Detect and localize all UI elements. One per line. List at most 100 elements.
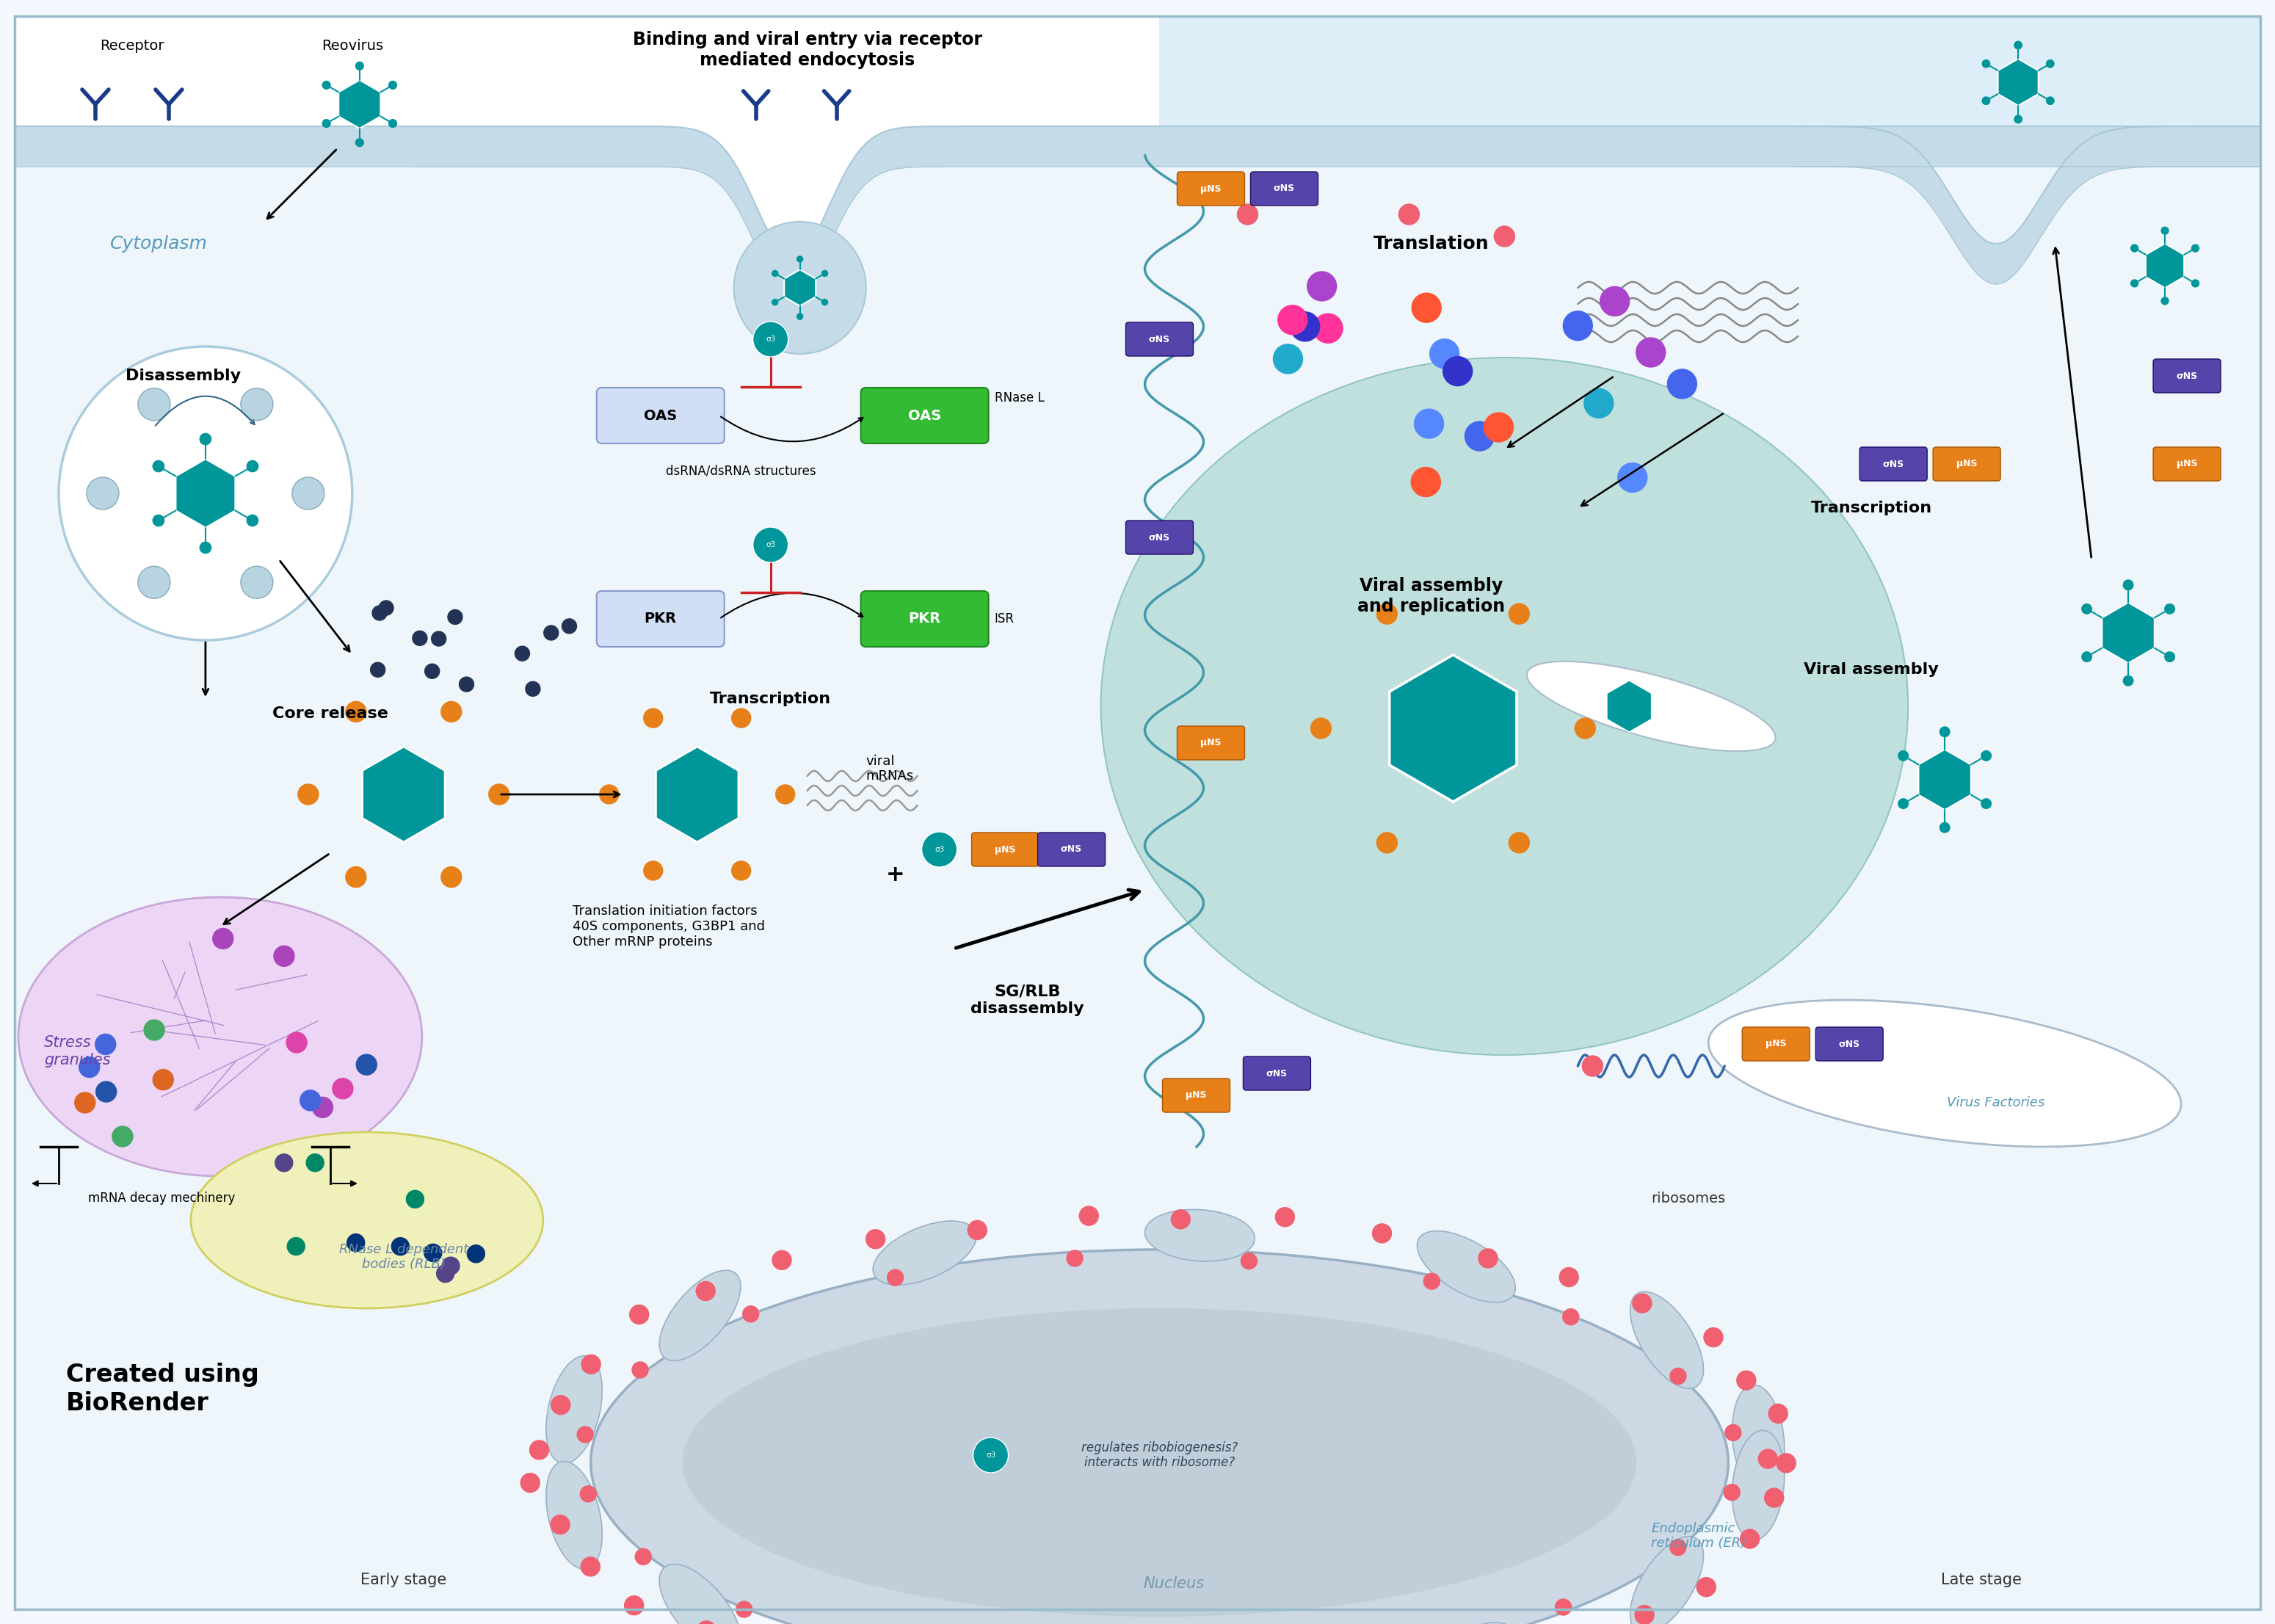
Text: viral
mRNAs: viral mRNAs (867, 755, 915, 783)
Circle shape (332, 1078, 353, 1099)
Circle shape (635, 1549, 651, 1566)
Circle shape (887, 1270, 903, 1286)
Circle shape (630, 1306, 648, 1324)
Polygon shape (14, 167, 2261, 1609)
Circle shape (1897, 750, 1909, 760)
FancyBboxPatch shape (2152, 447, 2220, 481)
Circle shape (300, 1090, 321, 1111)
Circle shape (389, 120, 396, 127)
FancyBboxPatch shape (1251, 172, 1317, 206)
Ellipse shape (18, 896, 421, 1176)
Circle shape (1313, 313, 1342, 343)
Circle shape (867, 1229, 885, 1249)
Ellipse shape (1144, 1210, 1256, 1262)
Text: σNS: σNS (1267, 1069, 1288, 1078)
Circle shape (796, 313, 803, 320)
Text: Translation: Translation (1374, 235, 1488, 253)
Text: μNS: μNS (1201, 184, 1222, 193)
Circle shape (346, 702, 366, 723)
Circle shape (1067, 1250, 1083, 1267)
Ellipse shape (1527, 661, 1775, 752)
Circle shape (776, 784, 794, 804)
Text: σ3: σ3 (767, 336, 776, 343)
Ellipse shape (660, 1270, 742, 1361)
Circle shape (59, 346, 353, 640)
Ellipse shape (1731, 1385, 1784, 1494)
Circle shape (1479, 1249, 1497, 1268)
Circle shape (1410, 468, 1440, 497)
Circle shape (623, 1596, 644, 1614)
Circle shape (152, 1070, 173, 1090)
Circle shape (139, 388, 171, 421)
Text: Stress
granules: Stress granules (43, 1036, 111, 1067)
Text: μNS: μNS (1956, 460, 1977, 469)
Circle shape (771, 271, 778, 276)
Polygon shape (175, 460, 234, 528)
Circle shape (582, 1354, 601, 1374)
Circle shape (821, 271, 828, 276)
Circle shape (1636, 1606, 1654, 1624)
Polygon shape (14, 16, 2261, 1609)
Circle shape (200, 542, 212, 554)
Circle shape (143, 1020, 164, 1041)
Circle shape (241, 388, 273, 421)
Circle shape (1172, 1210, 1190, 1229)
Circle shape (1982, 799, 1991, 809)
Text: +: + (885, 864, 905, 885)
Polygon shape (362, 747, 446, 843)
Circle shape (441, 867, 462, 887)
Text: Disassembly: Disassembly (125, 369, 241, 383)
Circle shape (2123, 580, 2134, 590)
Circle shape (1556, 1600, 1572, 1616)
Circle shape (139, 567, 171, 599)
Circle shape (2048, 97, 2054, 104)
Text: Cytoplasm: Cytoplasm (109, 235, 207, 253)
Polygon shape (14, 127, 2261, 299)
Circle shape (275, 1155, 293, 1171)
Text: μNS: μNS (1185, 1091, 1206, 1099)
Circle shape (2132, 279, 2138, 287)
Circle shape (551, 1395, 571, 1415)
Circle shape (298, 784, 318, 804)
Polygon shape (1160, 16, 2261, 1609)
Circle shape (1897, 799, 1909, 809)
Circle shape (967, 1221, 987, 1239)
FancyBboxPatch shape (1815, 1026, 1884, 1060)
Circle shape (1697, 1577, 1715, 1596)
Circle shape (1982, 97, 1991, 104)
FancyBboxPatch shape (1934, 447, 2000, 481)
Circle shape (96, 1034, 116, 1054)
Circle shape (737, 1601, 753, 1618)
Circle shape (2048, 60, 2054, 68)
Circle shape (407, 1190, 423, 1208)
Circle shape (1759, 1449, 1777, 1468)
Circle shape (753, 322, 787, 357)
Circle shape (152, 461, 164, 473)
Text: Transcription: Transcription (710, 692, 830, 706)
Text: RNase L dependent
bodies (RLB): RNase L dependent bodies (RLB) (339, 1242, 469, 1272)
Circle shape (1636, 338, 1665, 367)
Circle shape (348, 1234, 364, 1252)
Polygon shape (2145, 244, 2184, 287)
Circle shape (1724, 1424, 1740, 1440)
Circle shape (75, 1093, 96, 1112)
Circle shape (1078, 1207, 1099, 1226)
Circle shape (1941, 823, 1950, 833)
Circle shape (580, 1486, 596, 1502)
Text: Reovirus: Reovirus (321, 39, 382, 52)
Polygon shape (1606, 680, 1652, 732)
Circle shape (432, 632, 446, 646)
Circle shape (214, 929, 234, 948)
Circle shape (437, 1265, 455, 1283)
Circle shape (287, 1033, 307, 1052)
Ellipse shape (546, 1462, 603, 1569)
Ellipse shape (874, 1221, 976, 1285)
Ellipse shape (660, 1564, 742, 1624)
Circle shape (1599, 286, 1629, 317)
Text: Created using
BioRender: Created using BioRender (66, 1363, 259, 1415)
Circle shape (526, 682, 539, 697)
Circle shape (355, 62, 364, 70)
Circle shape (2132, 245, 2138, 252)
Circle shape (601, 784, 619, 804)
Polygon shape (1390, 654, 1517, 802)
